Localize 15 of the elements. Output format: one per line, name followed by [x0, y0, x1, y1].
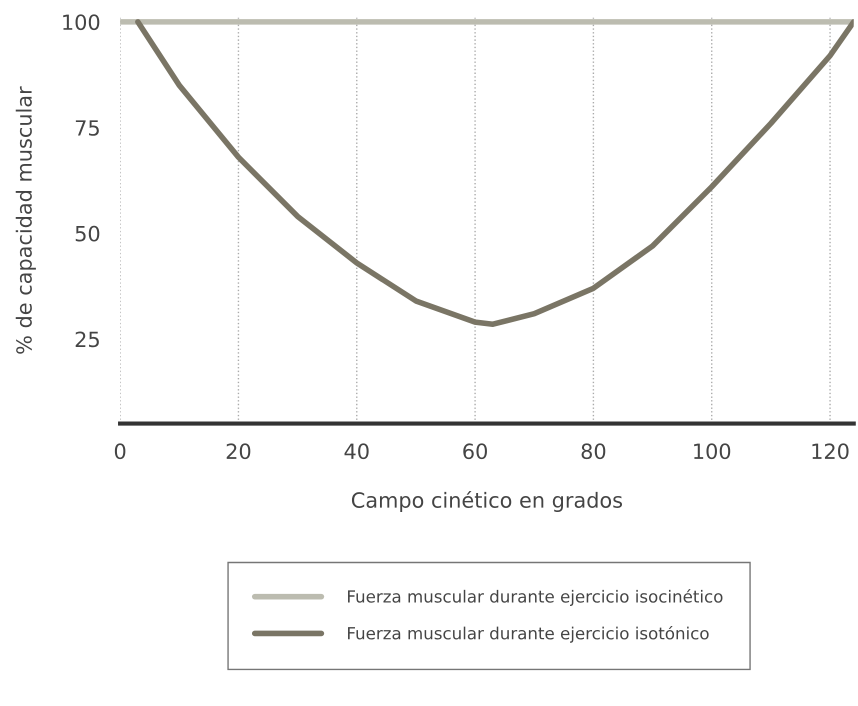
x-tick-label: 120 — [812, 443, 849, 460]
x-axis-title: Campo cinético en grados — [352, 490, 622, 512]
x-tick-label: 0 — [114, 443, 126, 460]
y-tick-label: 50 — [76, 226, 100, 242]
legend-label: Fuerza muscular durante ejercicio isotónico — [348, 626, 709, 643]
x-tick-label: 80 — [582, 443, 606, 460]
y-tick-label: 25 — [76, 331, 99, 348]
y-axis-title: % de capacidad muscular — [16, 86, 36, 354]
legend-label: Fuerza muscular durante ejercicio isocinético — [348, 589, 722, 606]
y-tick-label: 75 — [76, 120, 99, 136]
x-tick-label: 100 — [694, 443, 730, 460]
y-tick-label: 100 — [63, 14, 100, 30]
x-tick-label: 60 — [463, 443, 487, 460]
x-tick-label: 40 — [344, 443, 369, 460]
x-tick-label: 20 — [226, 443, 250, 460]
